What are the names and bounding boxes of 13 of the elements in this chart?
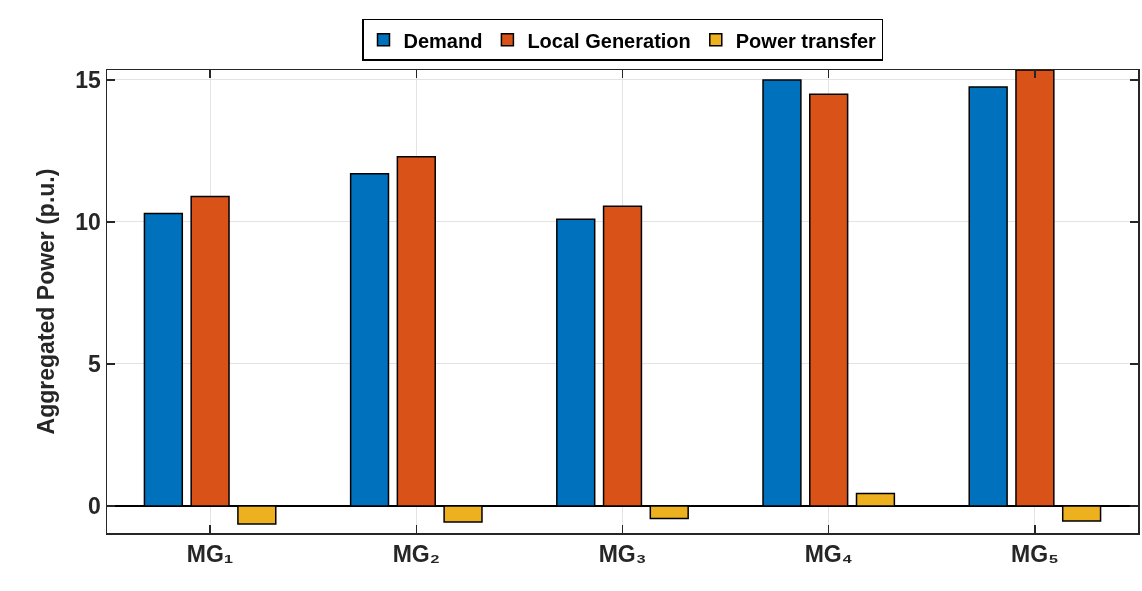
x-tick-label: MG₃ [598,541,647,568]
legend-label: Demand [403,29,483,52]
x-tick-label: MG₁ [186,541,234,568]
y-tick-label: 15 [75,66,102,93]
y-axis-title: Aggregated Power (p.u.) [33,168,60,435]
y-tick-label: 5 [88,351,102,378]
legend-label: Power transfer [735,29,877,52]
y-tick-label: 0 [88,493,101,520]
x-tick-label: MG₄ [804,541,853,568]
x-tick-label: MG₂ [392,541,440,568]
y-tick-label: 10 [75,209,101,236]
legend-label: Local Generation [527,29,691,52]
x-tick-label: MG₅ [1011,541,1059,568]
